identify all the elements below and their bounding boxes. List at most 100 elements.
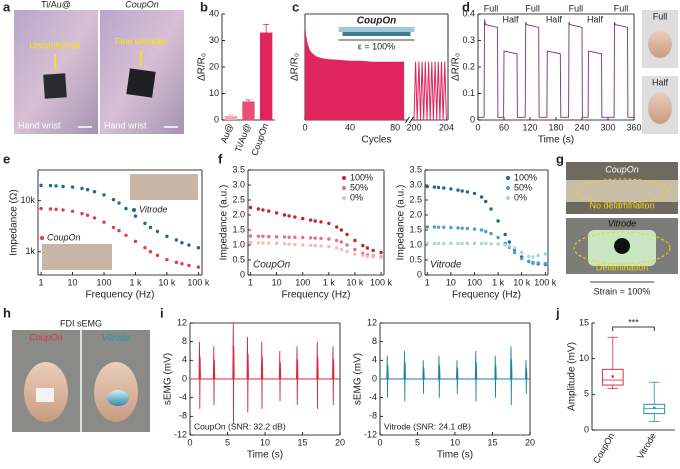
point: [287, 242, 291, 246]
point: [143, 245, 147, 250]
point: [345, 249, 349, 254]
legend-marker: [132, 208, 136, 212]
y-tick-label: 0.3: [462, 35, 475, 45]
point: [460, 241, 464, 246]
legend-label: 0%: [514, 192, 527, 202]
point: [148, 250, 153, 254]
point: [319, 244, 323, 248]
x-axis-label: Time (s): [247, 450, 283, 461]
annotation: Half: [587, 14, 604, 24]
y-tick-label: 0.5: [409, 254, 422, 264]
point: [48, 183, 53, 188]
y-tick-label: 2.5: [409, 194, 422, 204]
y-tick-label: 12: [177, 317, 187, 327]
x-axis-label: Frequency (Hz): [452, 290, 521, 301]
photo-location: Hand wrist: [18, 120, 61, 130]
point: [48, 207, 53, 211]
x-axis-label: Cycles: [361, 135, 391, 146]
y-tick-label: 3.0: [409, 179, 422, 189]
point: [174, 260, 179, 265]
point: [353, 252, 357, 256]
photo-header: CoupOn: [125, 0, 159, 9]
panel-label: f: [218, 151, 223, 166]
y-tick-label: 0.4: [462, 8, 475, 18]
point: [256, 241, 261, 245]
y-tick-label: 0: [240, 269, 245, 279]
x-tick-label: 10 k: [513, 277, 531, 287]
point: [102, 193, 106, 197]
y-tick-label: -12: [174, 429, 187, 439]
bar: [224, 116, 238, 120]
photo-note: Unconformal: [29, 40, 80, 50]
point: [133, 214, 138, 218]
y-tick-label: 1.5: [232, 224, 245, 234]
x-tick-label: 1: [248, 277, 253, 287]
point: [489, 242, 493, 246]
y-tick-label: 0: [584, 424, 589, 434]
legend-marker: [506, 176, 510, 180]
point: [287, 235, 291, 239]
point: [449, 187, 453, 191]
point: [339, 240, 343, 244]
x-axis-label: Time (s): [437, 450, 473, 461]
line: [380, 346, 530, 406]
point: [489, 231, 493, 236]
annotation: Full: [525, 3, 540, 13]
point: [472, 191, 477, 196]
point: [484, 229, 488, 234]
area: [305, 22, 405, 120]
point: [180, 262, 184, 266]
point: [301, 216, 305, 221]
y-tick-label: 2.5: [232, 194, 245, 204]
point: [379, 250, 383, 255]
x-tick-label: 20: [335, 437, 345, 447]
point: [520, 250, 524, 255]
y-tick-label: -4: [179, 392, 187, 402]
point: [507, 240, 512, 244]
annotation: ***: [628, 317, 639, 327]
point: [293, 215, 297, 219]
x-tick-label: 60: [499, 122, 509, 132]
photo-label: Full: [653, 11, 668, 21]
point: [361, 253, 365, 258]
y-tick-label: 1.0: [232, 239, 245, 249]
y-tick-label: 30: [209, 35, 219, 45]
annotation: Full: [614, 3, 629, 13]
y-tick-label: 4: [182, 355, 187, 365]
point: [353, 247, 357, 252]
legend-marker: [40, 236, 44, 240]
point: [512, 246, 517, 250]
y-axis-label: sEMG (mV): [163, 353, 174, 405]
panel-label: j: [555, 305, 560, 320]
x-tick-label: 100 k: [187, 277, 210, 287]
annotation: Half: [502, 14, 519, 24]
annotation: Full: [569, 3, 584, 13]
y-tick-label: 0: [417, 269, 422, 279]
point: [496, 235, 500, 240]
photo-location: Hand wrist: [104, 120, 147, 130]
point: [449, 225, 453, 230]
y-tick-label: 0.2: [462, 61, 475, 71]
point: [527, 259, 531, 264]
point: [442, 186, 446, 190]
point: [425, 241, 429, 246]
chart-title: CoupOn: [357, 16, 396, 27]
y-axis-label: Impedance (Ω): [9, 189, 20, 255]
y-axis-label: ΔR/R₀: [451, 53, 462, 81]
y-tick-label: -8: [179, 411, 187, 421]
mean: [653, 406, 656, 410]
x-tick-label: 0: [187, 437, 192, 447]
x-tick-label: 360: [626, 122, 641, 132]
y-tick-label: 1.0: [409, 239, 422, 249]
annotation: ε = 100%: [358, 41, 395, 51]
point: [432, 241, 437, 246]
inset-photo: [42, 244, 112, 270]
point: [282, 235, 287, 239]
point: [432, 185, 437, 189]
point: [111, 225, 116, 230]
legend-label: 100%: [350, 172, 373, 182]
point: [313, 243, 317, 248]
point: [308, 218, 313, 222]
point: [327, 221, 331, 226]
point: [287, 214, 291, 218]
